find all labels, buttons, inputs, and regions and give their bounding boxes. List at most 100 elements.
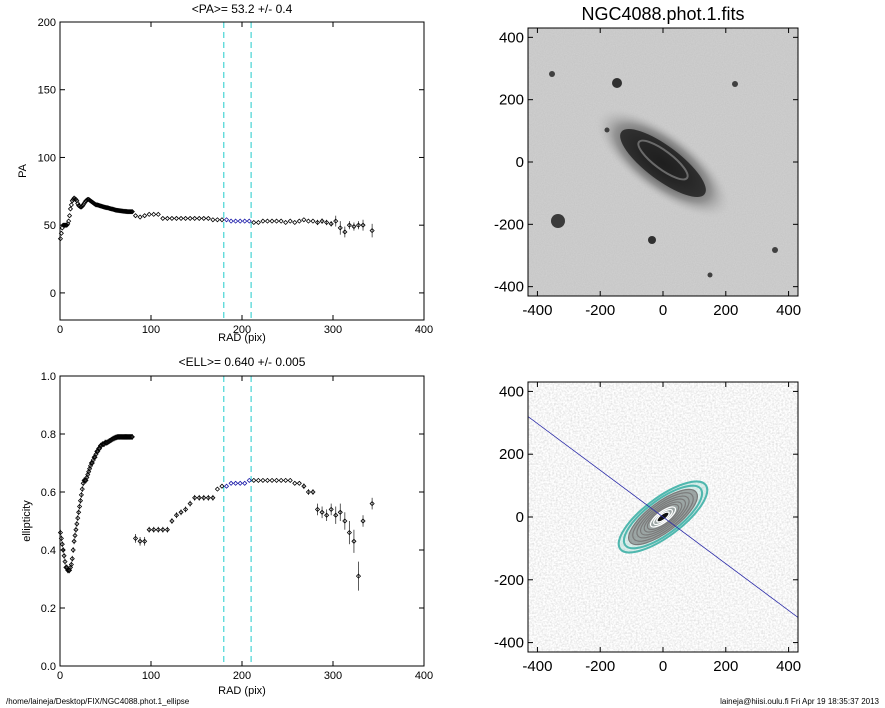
- data-point: [192, 215, 198, 221]
- data-point: [310, 489, 316, 495]
- data-point: [66, 213, 73, 219]
- pa-y-axis-label: PA: [17, 163, 29, 178]
- data-point: [128, 434, 135, 440]
- data-point: [178, 509, 184, 515]
- data-point: [287, 477, 293, 483]
- data-point: [62, 559, 68, 565]
- data-point: [228, 480, 234, 486]
- field-star: [648, 236, 656, 244]
- isophote-contour: [640, 498, 686, 536]
- data-point: [301, 483, 307, 489]
- data-point: [86, 469, 92, 475]
- data-point: [255, 477, 261, 483]
- x-tick-label: 0: [57, 324, 63, 336]
- pa-chart-title: <PA>= 53.2 +/- 0.4: [192, 2, 293, 16]
- data-point: [93, 451, 99, 457]
- isophote-contour: [636, 495, 690, 539]
- data-point: [219, 217, 225, 223]
- data-point: [314, 219, 321, 226]
- data-point: [67, 206, 74, 212]
- data-point: [192, 495, 198, 501]
- data-point: [81, 477, 87, 483]
- ell-x-axis-label: RAD (pix): [218, 685, 266, 697]
- field-star: [772, 247, 778, 253]
- data-point: [142, 213, 148, 219]
- data-point: [87, 463, 94, 469]
- data-point: [228, 218, 234, 224]
- isophote-contour: [646, 503, 680, 531]
- data-point: [70, 547, 76, 553]
- data-point: [355, 573, 362, 579]
- data-point: [146, 527, 152, 533]
- data-point: [97, 445, 103, 452]
- y-tick-label: 0.2: [41, 603, 56, 615]
- x-tick-label: -200: [585, 302, 615, 319]
- data-point: [269, 218, 275, 224]
- pa-profile-chart: <PA>= 53.2 +/- 0.4 0 100 200 300 400 0 50 100 1…: [17, 2, 433, 344]
- data-point: [71, 538, 77, 544]
- data-point: [237, 480, 243, 486]
- y-tick-label: 0.8: [41, 429, 56, 441]
- x-tick-label: -400: [522, 658, 552, 675]
- data-point: [305, 218, 311, 224]
- field-star: [707, 272, 713, 278]
- y-tick-label: 400: [499, 29, 524, 46]
- data-point: [324, 512, 330, 518]
- data-point: [183, 506, 189, 512]
- data-point: [292, 219, 298, 226]
- x-tick-label: -400: [522, 302, 552, 319]
- isophote-contour: [653, 508, 673, 526]
- data-point: [155, 527, 161, 533]
- x-tick-label: 400: [776, 658, 801, 675]
- data-point: [80, 480, 86, 486]
- ell-chart-title: <ELL>= 0.640 +/- 0.005: [179, 355, 306, 369]
- ellipticity-profile-chart: <ELL>= 0.640 +/- 0.005 0 100 200 300 400 0.0…: [21, 355, 433, 697]
- data-point: [169, 518, 175, 524]
- data-point: [242, 480, 248, 486]
- x-tick-label: 100: [142, 670, 160, 682]
- data-point: [369, 501, 375, 507]
- data-point: [283, 477, 289, 483]
- data-point: [66, 218, 72, 224]
- data-point: [129, 209, 135, 215]
- data-point: [151, 211, 157, 217]
- y-tick-label: -400: [494, 279, 524, 296]
- x-tick-label: 0: [659, 658, 667, 675]
- data-point: [173, 215, 180, 221]
- data-point: [67, 564, 74, 570]
- data-point: [319, 509, 325, 515]
- data-point: [128, 209, 135, 215]
- data-point: [65, 567, 71, 573]
- data-point: [360, 222, 366, 228]
- y-tick-label: 200: [499, 446, 524, 463]
- data-point: [333, 218, 339, 224]
- data-point: [155, 211, 161, 217]
- data-point: [94, 448, 100, 454]
- y-tick-label: 150: [38, 85, 56, 97]
- data-point: [87, 466, 93, 472]
- data-point: [76, 503, 83, 510]
- data-point: [287, 218, 293, 224]
- data-point: [64, 222, 70, 228]
- footer-user-timestamp: laineja@hiisi.oulu.fi Fri Apr 19 18:35:3…: [720, 697, 879, 706]
- field-star: [551, 214, 565, 228]
- data-point: [305, 489, 311, 495]
- data-point: [90, 457, 96, 463]
- data-point: [346, 530, 352, 536]
- data-point: [346, 222, 352, 228]
- x-tick-label: 200: [713, 302, 738, 319]
- data-point: [351, 223, 357, 230]
- isophote-contour: [622, 484, 704, 550]
- data-point: [283, 219, 289, 226]
- pa-x-axis-label: RAD (pix): [218, 332, 266, 344]
- data-point: [183, 215, 189, 221]
- field-star: [604, 127, 610, 133]
- data-point: [214, 486, 220, 492]
- data-point: [251, 477, 257, 483]
- data-point: [73, 527, 79, 533]
- data-point: [164, 527, 170, 533]
- data-point: [269, 477, 275, 483]
- data-point: [333, 512, 339, 518]
- data-point: [242, 218, 248, 224]
- ell-plot-frame: [59, 375, 425, 667]
